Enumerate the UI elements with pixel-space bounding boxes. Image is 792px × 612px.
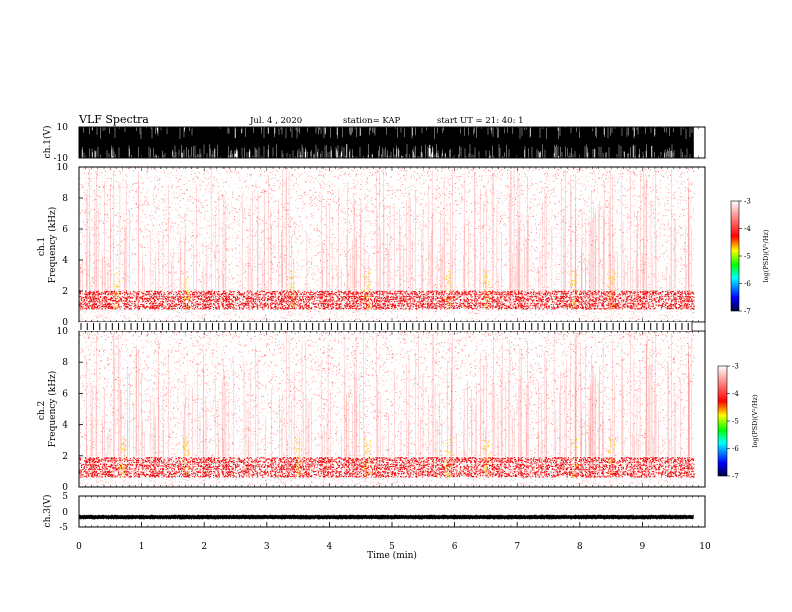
ch2-spectrogram-panel: 0 2 4 6 8 10 bbox=[57, 327, 706, 493]
ch1-waveform-ylabel: ch.1(V) bbox=[42, 126, 53, 159]
x-tick-label: 7 bbox=[514, 542, 520, 552]
ch1-colorbar: -3 -4 -5 -6 -7 log(PSD)(V²/Hz) bbox=[730, 198, 770, 316]
date-label: Jul. 4 , 2020 bbox=[249, 116, 302, 126]
separator-strip bbox=[79, 321, 706, 332]
ch2-colorbar-label: log(PSD)(V²/Hz) bbox=[751, 394, 759, 447]
x-tick-label: 2 bbox=[201, 542, 207, 552]
colorbar-tick-label: -5 bbox=[744, 253, 751, 261]
ch1-ytick-top: 10 bbox=[57, 123, 69, 133]
ch1-ytick-label: 2 bbox=[62, 287, 68, 297]
ch3-waveform-line bbox=[78, 514, 694, 520]
ch1-colorbar-label: log(PSD)(V²/Hz) bbox=[762, 229, 770, 282]
colorbar-tick-label: -4 bbox=[732, 390, 739, 398]
x-tick-label: 10 bbox=[699, 542, 711, 552]
colorbar-tick-label: -7 bbox=[732, 473, 739, 481]
spectral-streaks bbox=[78, 167, 692, 310]
x-axis-label: Time (min) bbox=[367, 550, 417, 561]
colorbar-tick-label: -6 bbox=[744, 280, 751, 288]
ch1-ytick-label: 8 bbox=[62, 194, 68, 204]
spectral-events bbox=[113, 270, 616, 310]
spectral-speckle-mid bbox=[79, 166, 695, 323]
ch1-ytick-label: 10 bbox=[57, 163, 69, 173]
spectral-speckle-mid bbox=[79, 330, 695, 488]
ch1-spectrogram-image bbox=[78, 166, 695, 323]
ch3-waveform-trace bbox=[78, 514, 694, 520]
ch1-spectrogram-ylabel: ch.1 Frequency (kHz) bbox=[37, 207, 58, 284]
figure-title: VLF Spectra bbox=[78, 113, 149, 126]
start-ut-label: start UT = 21: 40: 1 bbox=[437, 116, 524, 126]
ch2-ytick-label: 6 bbox=[62, 389, 68, 399]
x-tick-label: 9 bbox=[640, 542, 646, 552]
ch3-ytick-top: 5 bbox=[62, 492, 68, 502]
ch1-waveform-line bbox=[78, 127, 694, 158]
colorbar-tick-label: -3 bbox=[744, 198, 751, 206]
x-tick-label: 4 bbox=[327, 542, 333, 552]
spectral-streaks bbox=[78, 331, 693, 478]
ch1-ytick-label: 4 bbox=[62, 256, 68, 266]
ch3-waveform-panel: 5 0 -5 ch.3(V) 0 1 2 3 4 5 6 7 8 9 10 Time (min) bbox=[42, 127, 711, 561]
spectral-events bbox=[119, 438, 615, 479]
ch3-ytick-bottom: -5 bbox=[59, 523, 68, 533]
ch1-ytick-bottom: -10 bbox=[54, 154, 69, 164]
colorbar-tick-label: -4 bbox=[744, 225, 751, 233]
colorbar-tick-label: -5 bbox=[732, 418, 739, 426]
ch2-colorbar: -3 -4 -5 -6 -7 log(PSD)(V²/Hz) bbox=[717, 363, 759, 481]
x-tick-label: 5 bbox=[389, 542, 395, 552]
ch2-ytick-label: 4 bbox=[62, 421, 68, 431]
ch2-spectrogram-image bbox=[78, 330, 695, 488]
ch2-ytick-label: 2 bbox=[62, 452, 68, 462]
colorbar-tick-label: -6 bbox=[732, 445, 739, 453]
x-tick-label: 1 bbox=[139, 542, 145, 552]
colorbar-tick-label: -3 bbox=[732, 363, 739, 371]
ch2-spectrogram-ylabel: ch.2 Frequency (kHz) bbox=[37, 371, 58, 448]
x-tick-label: 8 bbox=[577, 542, 583, 552]
ch1-ytick-label: 0 bbox=[62, 318, 68, 328]
ch3-waveform-ylabel: ch.3(V) bbox=[42, 495, 53, 528]
ch1-ytick-label: 6 bbox=[62, 225, 68, 235]
ch2-ytick-label: 8 bbox=[62, 358, 68, 368]
spectral-band bbox=[79, 456, 695, 479]
ch2-ytick-label: 0 bbox=[62, 483, 68, 493]
ch1-spectrogram-panel: 0 2 4 6 8 10 bbox=[57, 163, 706, 328]
ch3-ytick-mid: 0 bbox=[62, 508, 68, 518]
x-tick-label: 6 bbox=[452, 542, 458, 552]
colorbar-tick-label: -7 bbox=[744, 308, 751, 316]
station-label: station= KAP bbox=[343, 116, 401, 126]
ch1-waveform-trace bbox=[78, 127, 694, 158]
ch2-ytick-label: 10 bbox=[57, 327, 69, 337]
x-tick-label: 0 bbox=[76, 542, 82, 552]
x-tick-label: 3 bbox=[264, 542, 270, 552]
